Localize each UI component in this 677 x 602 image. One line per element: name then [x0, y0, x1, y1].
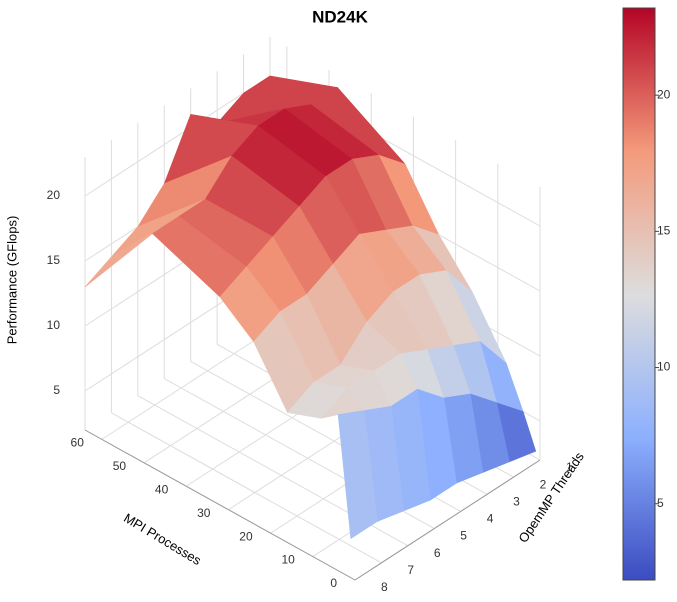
z-axis-label: Performance (GFlops): [4, 216, 19, 345]
x-tick-label: 60: [71, 436, 85, 450]
y-tick-label: 4: [487, 512, 494, 526]
x-tick-label: 20: [239, 529, 253, 543]
x-tick-label: 40: [155, 482, 169, 496]
colorbar-tick-label: 15: [657, 224, 671, 238]
z-tick-label: 20: [47, 188, 61, 202]
x-tick-label: 0: [330, 576, 337, 590]
colorbar: [622, 7, 656, 581]
x-axis-label: MPI Processes: [121, 510, 204, 568]
x-axis-line: [84, 429, 356, 581]
z-tick-label: 15: [47, 253, 61, 267]
labels: 0 10 20 30 40 50 60 1 2 3 4 5 6 7 8 5 10 15 20: [47, 188, 573, 594]
y-tick-label: 7: [407, 563, 414, 577]
x-tick-label: 10: [281, 553, 295, 567]
y-tick-label: 6: [434, 546, 441, 560]
surface-patch: [337, 410, 378, 540]
y-tick-label: 2: [540, 477, 547, 491]
y-tick-label: 8: [381, 580, 388, 594]
x-tick-label: 50: [113, 459, 127, 473]
y-axis-label: OpemMP Threads: [515, 449, 587, 545]
y-grid-line: [111, 412, 382, 564]
y-tick-label: 3: [513, 494, 520, 508]
x-tick-label: 30: [197, 506, 211, 520]
surface: [84, 75, 537, 540]
z-grid-line: [84, 75, 271, 197]
colorbar-tick-label: 10: [657, 360, 671, 374]
chart-title: ND24K: [312, 7, 368, 26]
colorbar-tick-label: 5: [657, 496, 664, 510]
colorbar-tick-label: 20: [657, 87, 671, 101]
z-tick-label: 5: [53, 383, 60, 397]
z-tick-label: 10: [47, 318, 61, 332]
y-tick-label: 1: [566, 460, 573, 474]
y-axis-line: [354, 459, 541, 581]
y-tick-label: 5: [460, 529, 467, 543]
